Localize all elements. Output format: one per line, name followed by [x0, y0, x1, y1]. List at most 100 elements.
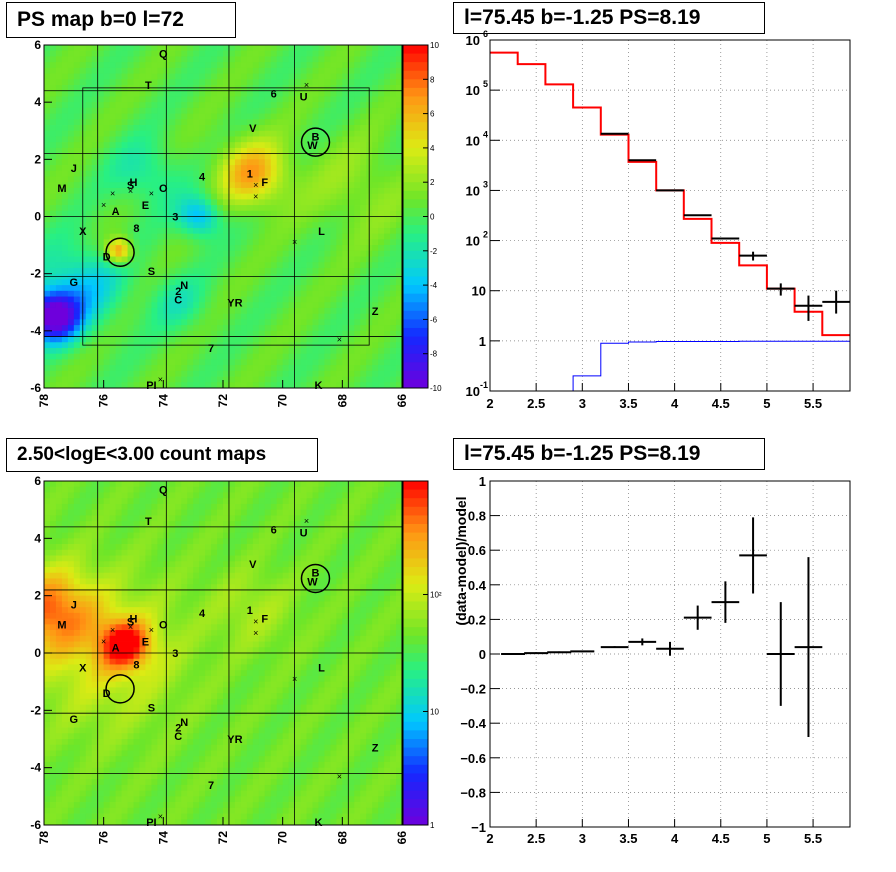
x-tick-label: 3: [579, 396, 586, 411]
y-tick-label: −0.2: [460, 682, 486, 697]
x-tick-label: 3: [579, 831, 586, 846]
source-label: 1: [247, 605, 253, 617]
y-tick-label: 2: [34, 589, 41, 603]
source-label: Q: [159, 49, 168, 61]
source-marker: ×: [158, 374, 163, 384]
source-label: 3: [172, 212, 178, 224]
y-tick-label: 0.2: [468, 612, 486, 627]
y-tick-label: 4: [34, 531, 41, 545]
source-label: L: [318, 226, 325, 238]
x-tick-label: 76: [97, 831, 111, 845]
x-tick-label: 68: [335, 831, 349, 845]
source-marker: ×: [304, 80, 309, 90]
y-tick-exponent: -1: [480, 380, 488, 390]
source-circle: [300, 127, 331, 157]
y-tick-label: -4: [30, 761, 41, 775]
source-label: C: [174, 294, 182, 306]
source-label: 7: [208, 343, 214, 355]
x-tick-label: 5: [763, 831, 770, 846]
colorbar-tick-label: 1: [430, 821, 435, 830]
x-tick-label: 2.5: [527, 831, 545, 846]
y-tick-label: −1: [471, 820, 486, 835]
colorbar-tick-label: -10: [430, 384, 442, 393]
x-tick-label: 2: [486, 831, 493, 846]
colorbar-tick-label: 10: [430, 41, 439, 50]
ps-map-title: PS map b=0 l=72: [6, 2, 236, 38]
source-label: Q: [159, 485, 168, 497]
y-tick-exponent: 3: [483, 179, 488, 189]
x-tick-label: 66: [395, 394, 409, 408]
source-label: T: [145, 516, 152, 528]
colorbar-tick-label: -2: [430, 247, 438, 256]
x-tick-label: 2.5: [527, 396, 545, 411]
y-tick-label: 10: [466, 384, 480, 399]
source-label: D: [103, 252, 111, 264]
source-label: N: [180, 717, 188, 729]
source-circle: [105, 674, 135, 704]
y-tick-label: 10: [466, 183, 480, 198]
source-label: L: [318, 662, 325, 674]
heatmap-cells: [44, 481, 403, 826]
source-marker: ×: [149, 625, 154, 635]
y-tick-label: 0.4: [468, 578, 487, 593]
y-tick-label: 1: [479, 474, 486, 489]
colorbar-tick-label: 8: [430, 75, 435, 84]
source-marker: ×: [101, 200, 106, 210]
source-label: X: [79, 226, 87, 238]
source-label: 8: [133, 659, 139, 671]
source-label: V: [249, 123, 257, 135]
y-axis-label: (data-model)/model: [453, 496, 469, 625]
x-tick-label: 74: [156, 831, 170, 845]
y-tick-label: 0: [479, 647, 486, 662]
source-label: 2: [175, 723, 181, 735]
x-tick-label: 4: [671, 396, 679, 411]
source-label: B: [312, 568, 320, 580]
y-tick-label: 2: [34, 152, 41, 166]
colorbar: [403, 481, 428, 826]
source-label: PI: [146, 817, 156, 829]
y-tick-label: 0: [34, 646, 41, 660]
source-label: 2: [175, 286, 181, 298]
y-tick-label: −0.8: [460, 785, 486, 800]
source-label: G: [70, 277, 79, 289]
background-line: [490, 340, 850, 392]
source-label: H: [130, 177, 138, 189]
source-label: B: [312, 131, 320, 143]
x-tick-label: 76: [97, 394, 111, 408]
source-marker: ×: [158, 811, 163, 821]
spectrum-title: l=75.45 b=-1.25 PS=8.19: [453, 2, 765, 34]
y-tick-label: 4: [34, 95, 41, 109]
model-line: [490, 51, 850, 337]
x-tick-label: 66: [395, 831, 409, 845]
y-tick-exponent: 6: [483, 30, 488, 39]
source-marker: ×: [253, 628, 258, 638]
y-tick-label: -6: [30, 818, 41, 832]
x-tick-label: 4.5: [712, 831, 730, 846]
source-label: YR: [227, 734, 242, 746]
x-tick-label: 78: [37, 831, 51, 845]
source-label: 6: [271, 89, 277, 101]
source-label: Z: [372, 743, 379, 755]
source-label: M: [57, 619, 66, 631]
y-tick-label: 0: [34, 210, 41, 224]
y-tick-label: 10: [466, 133, 480, 148]
x-tick-label: 4.5: [712, 396, 730, 411]
source-marker: ×: [110, 625, 115, 635]
source-label: N: [180, 280, 188, 292]
source-label: 6: [271, 525, 277, 537]
source-label: Z: [372, 306, 379, 318]
source-label: A: [112, 642, 120, 654]
source-label: J: [71, 599, 77, 611]
y-tick-label: −0.4: [460, 716, 486, 731]
source-marker: ×: [128, 622, 133, 632]
source-marker: ×: [292, 237, 297, 247]
x-tick-label: 72: [216, 394, 230, 408]
source-marker: ×: [337, 771, 342, 781]
colorbar-tick-label: -4: [430, 281, 438, 290]
source-circle: [300, 563, 331, 594]
source-circle: [105, 237, 135, 267]
y-tick-label: 10: [466, 83, 480, 98]
